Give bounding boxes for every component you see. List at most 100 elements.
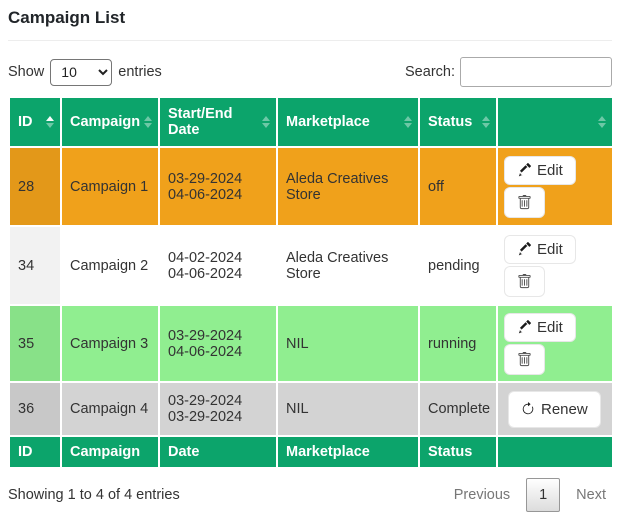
actions-stack: Edit <box>504 312 606 375</box>
actions-stack: Renew <box>504 390 606 428</box>
cell-marketplace: NIL <box>276 304 420 383</box>
show-label: Show <box>8 64 45 80</box>
start-date: 03-29-2024 <box>168 327 243 344</box>
column-footer-marketplace: Marketplace <box>276 435 420 469</box>
column-header-label: Campaign <box>70 114 141 130</box>
cell-actions: Edit <box>496 225 614 306</box>
campaign-table: ID Campaign Start/End Date Marketplace Statu… <box>8 96 614 469</box>
sort-icons <box>404 116 412 128</box>
sort-desc-icon <box>262 123 270 128</box>
edit-button[interactable]: Edit <box>504 234 576 264</box>
cell-id: 28 <box>8 146 62 227</box>
end-date: 04-06-2024 <box>168 343 243 360</box>
cell-dates: 04-02-2024 04-06-2024 <box>158 225 278 306</box>
pagination: Previous 1 Next <box>448 478 612 512</box>
sort-desc-icon <box>144 123 152 128</box>
sort-asc-icon <box>262 116 270 121</box>
pencil-icon <box>517 163 531 177</box>
sort-icons <box>262 116 270 128</box>
table-footer-row: ID Campaign Date Marketplace Status <box>8 435 614 469</box>
search-control: Search: <box>405 57 612 87</box>
cell-marketplace: Aleda Creatives Store <box>276 146 420 227</box>
search-input[interactable] <box>460 57 612 87</box>
sort-asc-icon <box>598 116 606 121</box>
actions-stack: Edit <box>504 155 606 218</box>
pagination-next[interactable]: Next <box>576 487 606 503</box>
column-header-campaign[interactable]: Campaign <box>60 96 160 148</box>
sort-asc-icon <box>46 116 54 121</box>
pencil-icon <box>517 320 531 334</box>
cell-actions: Renew <box>496 381 614 437</box>
sort-icons <box>598 116 606 128</box>
divider <box>8 40 612 41</box>
cell-marketplace: NIL <box>276 381 420 437</box>
cell-id: 34 <box>8 225 62 306</box>
table-row: 36 Campaign 4 03-29-2024 03-29-2024 NIL Compl… <box>8 381 614 437</box>
pencil-icon <box>517 242 531 256</box>
start-date: 04-02-2024 <box>168 249 243 266</box>
entries-select[interactable]: 10 <box>50 58 113 86</box>
sort-desc-icon <box>404 123 412 128</box>
sort-asc-icon <box>404 116 412 121</box>
column-footer-campaign: Campaign <box>60 435 160 469</box>
table-info-row: Showing 1 to 4 of 4 entries Previous 1 N… <box>8 478 612 518</box>
start-date: 03-29-2024 <box>168 393 243 409</box>
column-header-label: Status <box>428 114 473 130</box>
table-row: 34 Campaign 2 04-02-2024 04-06-2024 Aleda Cr… <box>8 225 614 306</box>
page-title: Campaign List <box>8 8 126 27</box>
sort-icons <box>482 116 490 128</box>
edit-button-label: Edit <box>537 318 563 336</box>
column-header-label: Start/End Date <box>168 106 233 138</box>
trash-icon <box>517 273 532 289</box>
delete-button[interactable] <box>504 186 545 218</box>
trash-icon <box>517 351 532 367</box>
column-header-start-end-date[interactable]: Start/End Date <box>158 96 278 148</box>
cell-campaign: Campaign 2 <box>60 225 160 306</box>
column-footer-id: ID <box>8 435 62 469</box>
cell-status: pending <box>418 225 498 306</box>
cell-dates: 03-29-2024 04-06-2024 <box>158 146 278 227</box>
table-row: 35 Campaign 3 03-29-2024 04-06-2024 NIL runni… <box>8 304 614 383</box>
cell-status: Complete <box>418 381 498 437</box>
refresh-icon <box>521 402 535 416</box>
renew-button-label: Renew <box>541 400 588 418</box>
column-footer-actions <box>496 435 614 469</box>
table-row: 28 Campaign 1 03-29-2024 04-06-2024 Aleda Cr… <box>8 146 614 227</box>
column-header-id[interactable]: ID <box>8 96 62 148</box>
column-header-actions[interactable] <box>496 96 614 148</box>
pagination-page-1[interactable]: 1 <box>526 478 561 512</box>
trash-icon <box>517 194 532 210</box>
column-header-status[interactable]: Status <box>418 96 498 148</box>
cell-campaign: Campaign 4 <box>60 381 160 437</box>
cell-status: off <box>418 146 498 227</box>
cell-actions: Edit <box>496 304 614 383</box>
edit-button[interactable]: Edit <box>504 155 576 185</box>
edit-button-label: Edit <box>537 240 563 258</box>
sort-asc-icon <box>482 116 490 121</box>
cell-id: 35 <box>8 304 62 383</box>
delete-button[interactable] <box>504 265 545 297</box>
cell-dates: 03-29-2024 04-06-2024 <box>158 304 278 383</box>
search-label: Search: <box>405 64 455 80</box>
actions-stack: Edit <box>504 234 606 297</box>
cell-campaign: Campaign 3 <box>60 304 160 383</box>
entries-label: entries <box>118 64 162 80</box>
column-header-label: Marketplace <box>286 114 370 130</box>
column-header-marketplace[interactable]: Marketplace <box>276 96 420 148</box>
cell-status: running <box>418 304 498 383</box>
renew-button[interactable]: Renew <box>508 390 601 428</box>
cell-id: 36 <box>8 381 62 437</box>
delete-button[interactable] <box>504 343 545 375</box>
edit-button[interactable]: Edit <box>504 312 576 342</box>
page-length-control: Show 10 entries <box>8 58 162 86</box>
column-footer-status: Status <box>418 435 498 469</box>
edit-button-label: Edit <box>537 161 563 179</box>
start-date: 03-29-2024 <box>168 170 243 187</box>
end-date: 04-06-2024 <box>168 186 243 203</box>
sort-desc-icon <box>598 123 606 128</box>
cell-campaign: Campaign 1 <box>60 146 160 227</box>
sort-desc-icon <box>46 123 54 128</box>
sort-asc-icon <box>144 116 152 121</box>
pagination-previous[interactable]: Previous <box>453 487 511 503</box>
